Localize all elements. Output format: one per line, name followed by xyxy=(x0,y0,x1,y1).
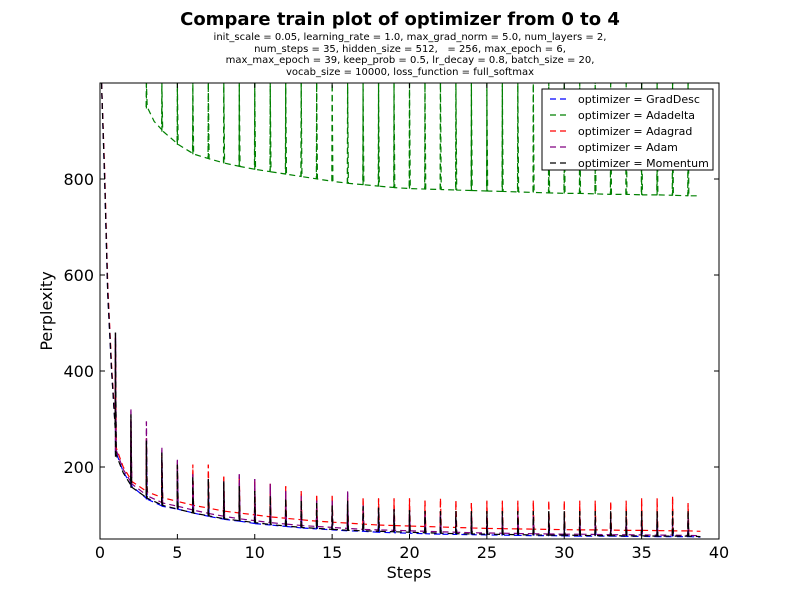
subtitle-line: init_scale = 0.05, learning_rate = 1.0, … xyxy=(213,32,607,43)
x-tick-label: 35 xyxy=(631,543,651,562)
x-axis-label: Steps xyxy=(387,563,432,582)
y-tick-label: 600 xyxy=(63,266,94,285)
chart-subtitle: init_scale = 0.05, learning_rate = 1.0, … xyxy=(0,32,800,78)
x-tick-label: 15 xyxy=(322,543,342,562)
y-axis-label: Perplexity xyxy=(37,271,56,350)
subtitle-line: vocab_size = 10000, loss_function = full… xyxy=(285,66,534,78)
legend-box xyxy=(541,88,714,171)
y-tick-label: 800 xyxy=(63,170,94,189)
legend: optimizer = GradDesc optimizer = Adadelta… xyxy=(541,88,714,171)
subtitle-line: max_max_epoch = 39, keep_prob = 0.5, lr_… xyxy=(225,55,595,66)
legend-label: optimizer = Adam xyxy=(578,141,678,154)
ticks-layer: 0 5 10 15 20 25 30 35 40 200 400 600 800 xyxy=(63,83,729,562)
legend-label: optimizer = Adadelta xyxy=(578,109,695,122)
y-tick-label: 400 xyxy=(63,362,94,381)
legend-label: optimizer = GradDesc xyxy=(578,93,700,106)
legend-label: optimizer = Momentum xyxy=(578,157,709,170)
x-tick-label: 40 xyxy=(709,543,729,562)
y-tick-label: 200 xyxy=(63,458,94,477)
x-tick-label: 30 xyxy=(554,543,574,562)
x-tick-label: 20 xyxy=(399,543,419,562)
x-tick-label: 0 xyxy=(95,543,105,562)
chart-title: Compare train plot of optimizer from 0 t… xyxy=(180,9,620,30)
subtitle-line: num_steps = 35, hidden_size = 512, = 256… xyxy=(254,43,566,55)
series-line xyxy=(145,83,701,197)
series-momentum xyxy=(100,83,701,538)
x-tick-label: 25 xyxy=(477,543,497,562)
legend-label: optimizer = Adagrad xyxy=(578,125,692,138)
x-tick-label: 10 xyxy=(245,543,265,562)
x-tick-label: 5 xyxy=(172,543,182,562)
